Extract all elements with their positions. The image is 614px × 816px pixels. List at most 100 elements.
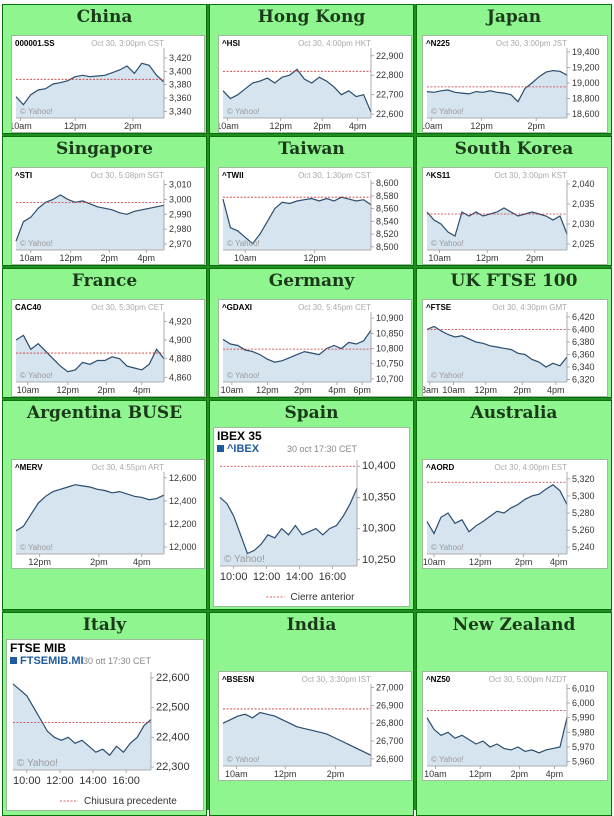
series-line xyxy=(426,484,568,535)
y-tick-label: 5,990 xyxy=(572,713,595,723)
symbol-label: ^IBEX xyxy=(227,443,260,455)
symbol-label: ^TWII xyxy=(222,171,244,180)
chart-6: CAC40 Oct 30, 5:30pm CET 4,920 4,900 4,880 4,… xyxy=(11,299,205,397)
chart-7: ^GDAXI Oct 30, 5:45pm CET 10,900 10,850 10,8… xyxy=(218,299,412,397)
x-tick-label: 10am xyxy=(12,121,32,131)
y-tick-label: 27,000 xyxy=(376,683,404,693)
symbol-label: ^NZ50 xyxy=(426,675,451,684)
yahoo-watermark: © Yahoo! xyxy=(17,758,58,769)
series-area xyxy=(13,683,151,770)
chart-title: IBEX 35 xyxy=(217,429,262,443)
x-tick-label: 4pm xyxy=(133,557,151,567)
x-tick-label: 12pm xyxy=(469,769,492,779)
x-tick-label: 10am xyxy=(20,253,43,263)
panel-taiwan: Taiwan ^TWII Oct 30, 1:30pm CST 8,600 8,580 8… xyxy=(209,136,414,266)
x-tick-label: 12pm xyxy=(274,769,297,779)
y-tick-label: 8,600 xyxy=(376,178,399,188)
y-tick-label: 22,800 xyxy=(376,70,404,80)
symbol-label: FTSEMIB.MI xyxy=(20,655,84,667)
chart-3: ^STI Oct 30, 5:08pm SGT 3,010 3,000 2,990 2,9… xyxy=(11,167,205,265)
series-area xyxy=(220,488,357,566)
y-tick-label: 6,360 xyxy=(572,350,595,360)
y-tick-label: 10,700 xyxy=(376,374,404,384)
chart-0: 000001.SS Oct 30, 3:00pm CST 3,420 3,400 3,3… xyxy=(11,35,205,133)
y-tick-label: 6,340 xyxy=(572,362,595,372)
x-tick-label: 4pm xyxy=(546,769,564,779)
x-tick-label: 12pm xyxy=(28,557,51,567)
panel-hong-kong: Hong Kong ^HSI Oct 30, 4:00pm HKT 22,900 22,… xyxy=(209,4,414,134)
timestamp-label: Oct 30, 5:30pm CET xyxy=(91,303,164,312)
y-tick-label: 2,035 xyxy=(572,199,595,209)
symbol-label: CAC40 xyxy=(15,303,42,312)
y-tick-label: 26,700 xyxy=(376,736,404,746)
series-line xyxy=(426,717,568,754)
series-line xyxy=(426,325,568,368)
yahoo-watermark: © Yahoo! xyxy=(431,239,464,248)
x-tick-label: 10am xyxy=(423,121,442,131)
panel-south-korea: South Korea ^KS11 Oct 30, 3:00pm KST 2,040 2… xyxy=(416,136,612,266)
x-tick-label: 2pm xyxy=(313,121,331,131)
timestamp-label: Oct 30, 4:00pm EST xyxy=(495,463,568,472)
x-tick-label: 12pm xyxy=(470,121,493,131)
y-tick-label: 26,600 xyxy=(376,754,404,764)
series-area xyxy=(427,70,567,118)
series-area xyxy=(427,326,567,382)
y-tick-label: 19,200 xyxy=(572,62,600,72)
x-tick-label: 16:00 xyxy=(112,775,140,787)
panel-singapore: Singapore ^STI Oct 30, 5:08pm SGT 3,010 3,00… xyxy=(2,136,207,266)
y-tick-label: 8,560 xyxy=(376,204,399,214)
y-tick-label: 6,010 xyxy=(572,683,595,693)
symbol-label: ^MERV xyxy=(15,463,43,472)
panel-title: Italy xyxy=(82,615,127,635)
market-index-grid: China 000001.SS Oct 30, 3:00pm CST 3,420 3,4… xyxy=(2,4,612,816)
y-tick-label: 10,350 xyxy=(362,491,396,503)
yahoo-watermark: © Yahoo! xyxy=(224,554,265,565)
y-tick-label: 12,000 xyxy=(169,542,197,552)
timestamp-label: Oct 30, 3:00pm KST xyxy=(495,171,568,180)
y-tick-label: 18,800 xyxy=(572,94,600,104)
series-area xyxy=(427,717,567,766)
yahoo-watermark: © Yahoo! xyxy=(20,371,53,380)
chart-13: ^BSESN Oct 30, 3:30pm IST 27,000 26,900 26,8… xyxy=(218,671,412,781)
yahoo-watermark: © Yahoo! xyxy=(20,107,53,116)
series-area xyxy=(223,197,371,250)
y-tick-label: 8,540 xyxy=(376,216,399,226)
y-tick-label: 2,980 xyxy=(169,224,192,234)
y-tick-label: 3,400 xyxy=(169,66,192,76)
y-tick-label: 10,900 xyxy=(376,313,404,323)
panel-india: India ^BSESN Oct 30, 3:30pm IST 27,000 26,90… xyxy=(209,612,414,816)
chart-9: ^MERV Oct 30, 4:55pm ART 12,600 12,400 12,20… xyxy=(11,459,205,569)
x-tick-label: 10am xyxy=(17,385,40,395)
y-tick-label: 19,400 xyxy=(572,47,600,57)
yahoo-watermark: © Yahoo! xyxy=(431,107,464,116)
x-tick-label: 8am xyxy=(423,385,439,395)
y-tick-label: 19,000 xyxy=(572,78,600,88)
x-tick-label: 12pm xyxy=(256,385,279,395)
panel-title: Germany xyxy=(268,271,355,291)
x-tick-label: 4pm xyxy=(137,253,155,263)
panel-new-zealand: New Zealand ^NZ50 Oct 30, 5:00pm NZDT 6,010… xyxy=(416,612,612,816)
panel-title: Australia xyxy=(470,403,558,423)
y-tick-label: 12,600 xyxy=(169,473,197,483)
yahoo-watermark: © Yahoo! xyxy=(20,543,53,552)
panel-title: India xyxy=(286,615,337,635)
y-tick-label: 6,320 xyxy=(572,375,595,385)
chart-8: ^FTSE Oct 30, 4:30pm GMT 6,420 6,400 6,380 6,… xyxy=(422,299,608,397)
series-area xyxy=(427,484,567,554)
x-tick-label: 10am xyxy=(423,557,445,567)
symbol-label: ^HSI xyxy=(222,39,240,48)
series-line xyxy=(219,487,358,555)
panel-italy: Italy FTSE MIB FTSEMIB.MI 30 ott 17:30 CET 2… xyxy=(2,612,207,816)
timestamp-label: Oct 30, 1:30pm CST xyxy=(298,171,371,180)
x-tick-label: 6pm xyxy=(353,385,371,395)
panel-title: New Zealand xyxy=(452,615,576,635)
legend-label: Cierre anterior xyxy=(291,592,356,603)
series-line xyxy=(15,62,165,106)
symbol-label: 000001.SS xyxy=(15,39,55,48)
panel-title: Spain xyxy=(284,403,339,423)
panel-uk-ftse: UK FTSE 100 ^FTSE Oct 30, 4:30pm GMT 6,420 6… xyxy=(416,268,612,398)
series-area xyxy=(223,330,371,382)
yahoo-watermark: © Yahoo! xyxy=(431,543,464,552)
y-tick-label: 5,980 xyxy=(572,727,595,737)
symbol-label: ^N225 xyxy=(426,39,450,48)
